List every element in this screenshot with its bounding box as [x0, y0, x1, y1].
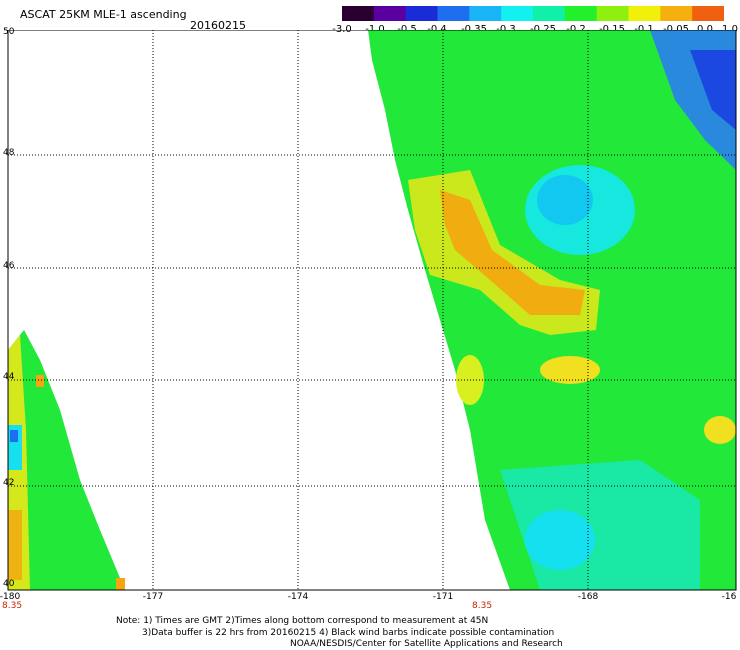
swath-warm-spot	[540, 356, 600, 384]
swath-west-orange	[8, 510, 22, 580]
color-scale-swatch	[501, 6, 534, 21]
color-scale-bar	[342, 6, 724, 21]
product-date: 20160215	[190, 19, 246, 32]
swath-deep-blue	[690, 50, 736, 130]
pass-time-label: 8.35	[2, 601, 23, 611]
lon-label: -177	[142, 592, 164, 602]
color-scale-swatch	[628, 6, 661, 21]
swath-cyan-spot	[525, 510, 595, 570]
footer-credit: NOAA/NESDIS/Center for Satellite Applica…	[290, 639, 563, 649]
swath-cool-core	[537, 175, 593, 225]
color-scale-swatch	[469, 6, 502, 21]
lat-label: 44	[3, 372, 15, 382]
color-scale-swatch	[692, 6, 724, 21]
lon-label: -180	[0, 592, 21, 602]
wind-map-panel[interactable]	[0, 30, 740, 600]
lon-label: -16	[721, 592, 737, 602]
footer-note-line-2: 3)Data buffer is 22 hrs from 20160215 4)…	[142, 628, 555, 638]
footer-note-line-1: Note: 1) Times are GMT 2)Times along bot…	[116, 616, 489, 626]
lon-label: -171	[432, 592, 454, 602]
color-scale-swatch	[342, 6, 375, 21]
lat-label: 46	[3, 261, 15, 271]
lat-label: 50	[3, 27, 15, 37]
color-scale-swatch	[660, 6, 693, 21]
lon-label: -174	[287, 592, 309, 602]
pass-time-label: 8.35	[472, 601, 493, 611]
color-scale-swatch	[564, 6, 598, 21]
lat-label: 48	[3, 148, 15, 158]
graticule	[8, 30, 736, 590]
color-scale-swatch	[405, 6, 438, 21]
color-scale-swatch	[533, 6, 566, 21]
data-swath-west	[8, 330, 125, 590]
swath-west-blue	[10, 430, 18, 442]
lat-label: 40	[3, 579, 15, 589]
data-swath-east	[368, 30, 736, 590]
lat-label: 42	[3, 478, 15, 488]
swath-west-base	[8, 330, 125, 590]
color-scale-swatch	[437, 6, 470, 21]
color-scale-swatch	[373, 6, 407, 21]
map-frame	[7, 30, 737, 591]
lon-label: -168	[577, 592, 599, 602]
swath-west-orange	[116, 578, 125, 590]
product-title: ASCAT 25KM MLE-1 ascending	[20, 8, 187, 21]
swath-west-orange	[36, 375, 44, 387]
swath-warm-spot	[704, 416, 736, 444]
color-scale-swatch	[596, 6, 629, 21]
swath-hot-core	[440, 190, 585, 315]
